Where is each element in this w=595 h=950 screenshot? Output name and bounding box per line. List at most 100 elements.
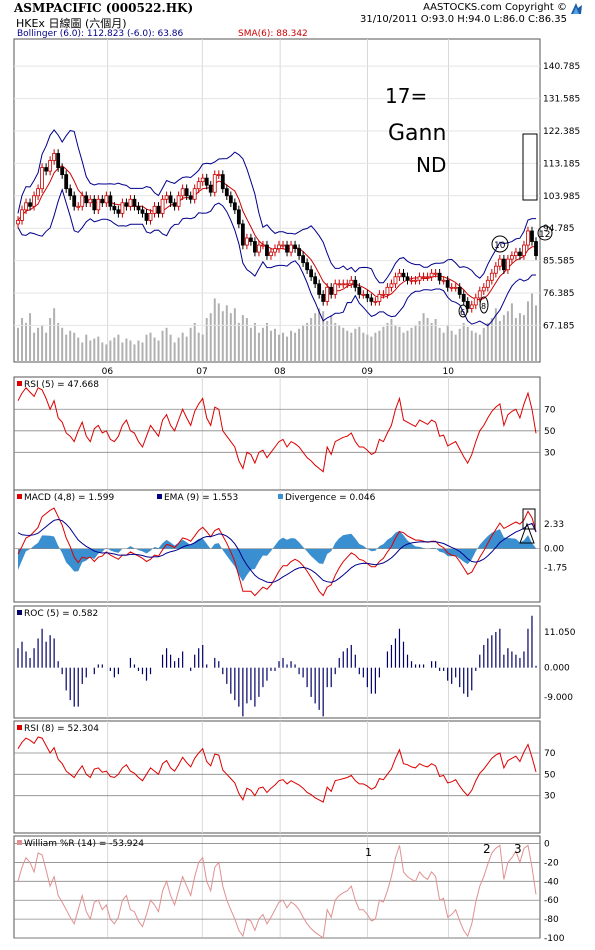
volume-bar — [49, 318, 52, 362]
volume-bar — [249, 327, 252, 362]
candle-body — [220, 174, 225, 190]
candle-body — [48, 160, 53, 172]
rsi8-panel-legend-swatch — [17, 725, 22, 730]
price-panel: 140.785 131.585 122.385 113.185 103.985 94.78… — [13, 38, 580, 363]
volume-bar — [105, 344, 108, 362]
candle-body — [277, 244, 281, 249]
price-y-tick: 94.785 — [543, 224, 575, 234]
candle-body — [204, 177, 209, 186]
candle-body — [445, 279, 450, 288]
volume-bar — [302, 324, 305, 362]
candle-body — [413, 279, 418, 282]
volume-bar — [450, 330, 453, 362]
volume-bar — [57, 322, 60, 362]
volume-bar — [394, 324, 397, 362]
candle-body — [32, 195, 36, 207]
candle-body — [313, 276, 318, 285]
roc-panel-frame — [13, 605, 541, 719]
candle-body — [353, 279, 358, 288]
volume-bar — [141, 342, 144, 362]
candle-body — [505, 258, 510, 271]
candle-body — [236, 209, 241, 225]
candle-body — [493, 265, 498, 274]
volume-bar — [73, 332, 76, 362]
volume-bar — [173, 342, 176, 362]
candle-body — [489, 272, 494, 281]
price-y-tick: 67.185 — [543, 321, 575, 331]
volume-bar — [442, 332, 445, 362]
candle-body — [297, 248, 301, 257]
williams-panel-y-tick: -40 — [544, 877, 559, 887]
volume-bar — [221, 311, 224, 362]
williams-panel-y-tick: -20 — [544, 858, 559, 868]
volume-bar — [290, 330, 293, 362]
volume-bar — [390, 319, 393, 362]
volume-bar — [506, 311, 509, 362]
volume-bar — [286, 336, 289, 362]
williams-panel-y-tick: -80 — [544, 915, 559, 925]
volume-bar — [350, 332, 353, 362]
volume-bar — [113, 337, 116, 362]
volume-bar — [318, 308, 321, 362]
candle-body — [381, 293, 386, 296]
month-x-tick: 06 — [102, 367, 114, 377]
candle-body — [100, 198, 105, 204]
candle-body — [192, 188, 197, 200]
candle-body — [240, 223, 245, 246]
volume-bar — [237, 322, 240, 362]
circle-6-label: 6 — [460, 308, 465, 317]
candle-body — [80, 195, 85, 207]
candle-body — [232, 202, 237, 211]
volume-bar — [265, 322, 268, 362]
candle-body — [461, 293, 466, 302]
rsi5-panel-y-tick: 30 — [544, 448, 556, 458]
volume-bar — [334, 322, 337, 362]
candle-body — [24, 202, 28, 211]
stock-symbol: ASMPACIFIC (000522.HK) — [14, 1, 194, 15]
sma-line — [17, 165, 536, 301]
candle-body — [16, 220, 20, 225]
volume-bar — [294, 332, 297, 362]
volume-bar — [45, 332, 48, 362]
copyright-notice: AASTOCKS.com Copyright © — [423, 2, 567, 13]
candle-body — [156, 205, 161, 214]
rsi5-panel-legend-label: RSI (5) = 47.668 — [24, 380, 99, 390]
candle-body — [522, 244, 526, 257]
macd-series-line — [17, 518, 537, 584]
macd-divergence-area — [18, 529, 536, 582]
candle-body — [140, 209, 145, 214]
candle-body — [333, 283, 338, 295]
candle-body — [305, 262, 310, 271]
volume-bar — [225, 305, 228, 362]
candle-body — [265, 244, 269, 257]
candle-body — [341, 283, 346, 286]
volume-bar — [213, 298, 216, 362]
sma-legend: SMA(6): 88.342 — [238, 29, 308, 39]
candle-body — [124, 202, 129, 207]
volume-bar — [269, 330, 272, 362]
volume-bar — [458, 328, 461, 362]
volume-bar — [514, 318, 517, 362]
candle-body — [417, 276, 422, 281]
volume-bar — [366, 334, 369, 362]
candle-body — [281, 244, 285, 247]
volume-bar — [89, 340, 92, 362]
volume-bar — [145, 334, 148, 362]
volume-bar — [157, 340, 160, 362]
volume-bar — [197, 332, 200, 362]
williams-panel-frame — [13, 835, 541, 939]
candle-body — [481, 286, 486, 292]
candle-body — [477, 290, 482, 299]
volume-bar — [330, 315, 333, 362]
rsi5-panel-series-line — [17, 387, 537, 473]
volume-bar — [346, 330, 349, 362]
volume-bar — [406, 330, 409, 362]
candle-body — [285, 244, 289, 253]
candle-body — [56, 153, 61, 168]
volume-bar — [261, 327, 264, 362]
candle-body — [377, 293, 382, 302]
candle-body — [224, 188, 229, 197]
volume-bar — [181, 332, 184, 362]
candle-body — [269, 251, 273, 257]
